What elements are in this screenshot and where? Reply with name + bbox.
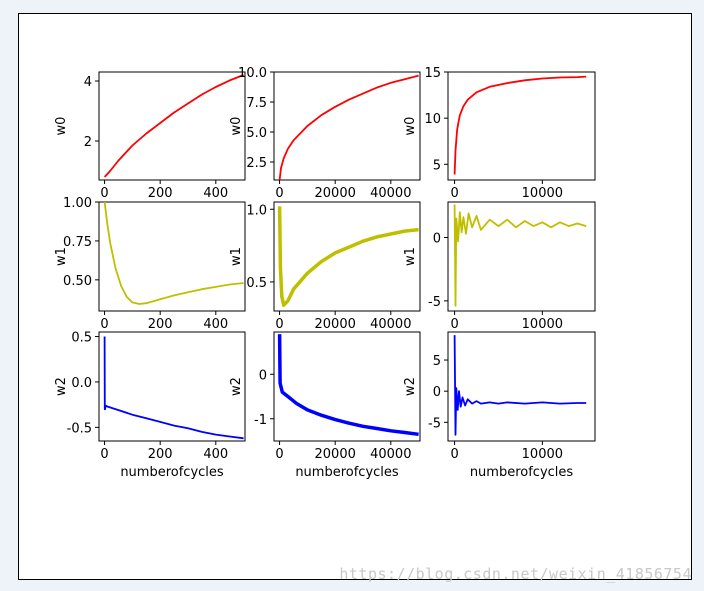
subplot-1-1: 0 200 400 2 4 w0 (54, 71, 246, 201)
x-tick-label: 40000 (370, 447, 411, 462)
axes-frame (447, 331, 596, 442)
y-tick-label: 0 (433, 231, 441, 246)
x-tick-label: 10000 (522, 186, 563, 201)
x-tick-label: 0 (100, 186, 108, 201)
y-tick-label: -5 (428, 416, 441, 431)
y-tick-label: 4 (84, 75, 92, 90)
x-tick-label: 200 (148, 186, 173, 201)
y-tick-label: 10.0 (238, 66, 267, 81)
x-tick-label: 200 (148, 317, 173, 332)
y-axis-label: w0 (229, 117, 244, 136)
series-line-w1 (453, 204, 587, 307)
y-axis-label: w0 (54, 117, 69, 136)
x-tick-label: 0 (450, 447, 458, 462)
subplot-3-2: 0 20000 40000 -1 0 w2 numberofcycles (229, 331, 421, 480)
y-axis-label: w1 (403, 247, 418, 266)
series-line-w2 (453, 335, 587, 436)
axes-frame (447, 201, 596, 312)
series-line-w0 (453, 75, 587, 175)
subplot-3-3: 0 10000 -5 0 5 w2 numberofcycles (403, 331, 596, 480)
y-tick-label: 1.00 (63, 196, 92, 211)
series-line-w2 (277, 334, 419, 437)
watermark-text: https://blog.csdn.net/weixin_41856754 (339, 565, 692, 583)
y-tick-label: 0.5 (246, 276, 267, 291)
x-tick-label: 0 (100, 447, 108, 462)
y-tick-label: 0.0 (71, 376, 92, 391)
x-tick-label: 20000 (315, 317, 356, 332)
y-tick-label: -0.5 (67, 421, 92, 436)
y-tick-label: 1.0 (246, 203, 267, 218)
subplot-2-1: 0 200 400 0.50 0.75 1.00 w1 (54, 196, 246, 332)
axes-frame (447, 71, 596, 181)
y-tick-label: 5 (433, 158, 441, 173)
y-axis-label: w2 (54, 377, 69, 396)
y-tick-label: 0.75 (63, 235, 92, 250)
y-tick-label: -5 (428, 295, 441, 310)
x-tick-label: 0 (450, 186, 458, 201)
subplot-1-3: 0 10000 5 10 15 w0 (403, 66, 596, 201)
subplot-2-3: 0 10000 -5 0 w1 (403, 201, 596, 332)
y-axis-label: w2 (403, 377, 418, 396)
axes-frame (273, 331, 421, 442)
x-axis-label: numberofcycles (120, 465, 224, 480)
y-axis-label: w2 (229, 377, 244, 396)
axes-frame (273, 71, 421, 181)
y-axis-label: w1 (54, 247, 69, 266)
x-tick-label: 0 (275, 317, 283, 332)
y-tick-label: -1 (254, 413, 267, 428)
y-tick-label: 0 (259, 368, 267, 383)
x-tick-label: 40000 (370, 317, 411, 332)
series-line-w0 (278, 74, 419, 181)
x-tick-label: 200 (148, 447, 173, 462)
subplot-3-1: 0 200 400 -0.5 0.0 0.5 w2 numberofcycles (54, 331, 246, 480)
subplot-2-2: 0 20000 40000 0.5 1.0 w1 (229, 201, 421, 332)
x-tick-label: 400 (203, 186, 228, 201)
y-tick-label: 7.5 (246, 96, 267, 111)
y-tick-label: 2.5 (246, 156, 267, 171)
x-tick-label: 400 (203, 317, 228, 332)
series-line-w1 (103, 201, 244, 305)
series-line-w2 (103, 336, 244, 440)
x-tick-label: 20000 (315, 186, 356, 201)
axes-frame (98, 71, 246, 181)
y-tick-label: 5 (433, 354, 441, 369)
x-tick-label: 0 (100, 317, 108, 332)
x-tick-label: 10000 (522, 317, 563, 332)
axes-frame (98, 331, 246, 442)
y-tick-label: 15 (424, 66, 441, 81)
x-tick-label: 10000 (522, 447, 563, 462)
axes-frame (98, 201, 246, 312)
y-tick-label: 0.50 (63, 274, 92, 289)
y-axis-label: w0 (403, 117, 418, 136)
subplot-1-2: 0 20000 40000 2.5 5.0 7.5 10.0 w0 (229, 66, 421, 201)
x-tick-label: 0 (450, 317, 458, 332)
y-tick-label: 2 (84, 135, 92, 150)
y-tick-label: 5.0 (246, 126, 267, 141)
x-axis-label: numberofcycles (470, 465, 574, 480)
x-tick-label: 40000 (370, 186, 411, 201)
x-tick-label: 20000 (315, 447, 356, 462)
series-line-w1 (277, 206, 419, 307)
x-axis-label: numberofcycles (295, 465, 399, 480)
y-tick-label: 10 (424, 112, 441, 127)
axes-frame (273, 201, 421, 312)
series-line-w0 (103, 74, 244, 178)
y-axis-label: w1 (229, 247, 244, 266)
y-tick-label: 0.5 (71, 331, 92, 346)
y-tick-label: 0 (433, 385, 441, 400)
x-tick-label: 0 (275, 186, 283, 201)
figure-canvas: 0 200 400 2 4 w0 0 20000 40000 2.5 5.0 7.5 10.0 w0 0 10… (18, 13, 692, 580)
x-tick-label: 0 (275, 447, 283, 462)
x-tick-label: 400 (203, 447, 228, 462)
